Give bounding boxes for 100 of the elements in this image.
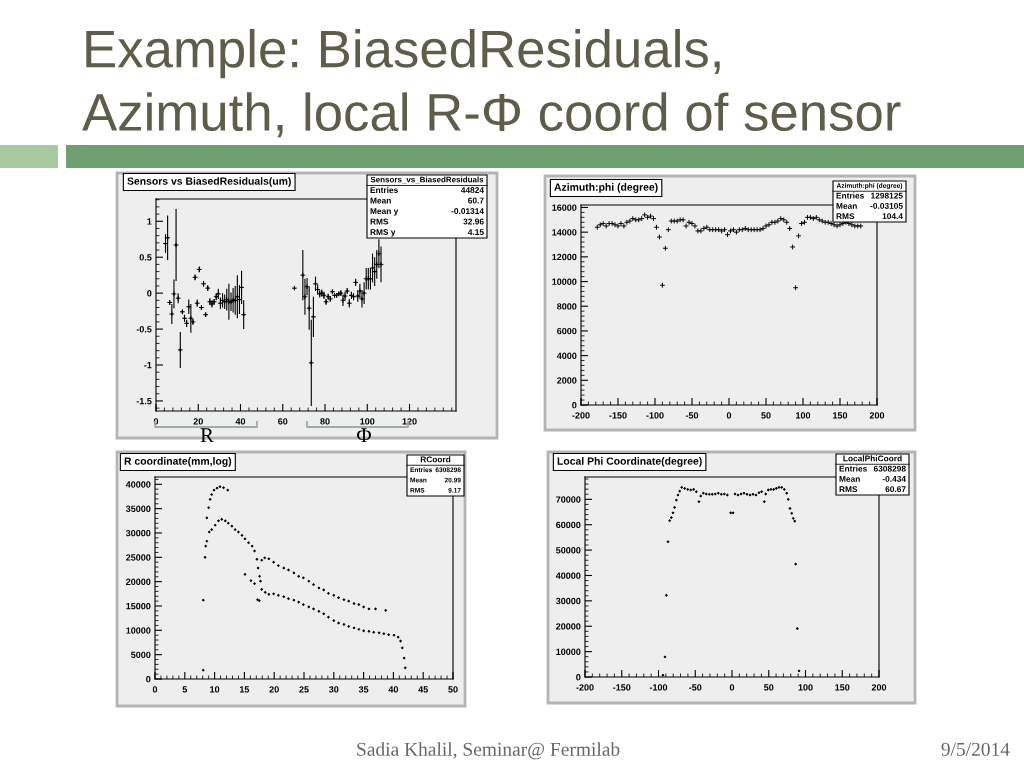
x-tick-label: 50 xyxy=(448,686,458,693)
y-tick-label: 25000 xyxy=(126,554,151,561)
x-tick-label: 120 xyxy=(402,418,417,425)
x-tick-label: 60 xyxy=(278,418,288,425)
x-tick-label: 15 xyxy=(239,686,250,693)
text: LocalPhiCoord xyxy=(843,455,902,462)
y-tick-label: 40000 xyxy=(555,572,581,579)
annotation: RMS xyxy=(839,486,858,493)
x-tick-label: 100 xyxy=(796,412,811,419)
x-tick-label: -200 xyxy=(576,684,594,691)
text: 60.67 xyxy=(885,486,906,493)
x-tick-label: 50 xyxy=(764,684,774,691)
x-tick-label: 80 xyxy=(320,418,330,425)
chart-title: R coordinate(mm,log) xyxy=(124,457,232,467)
y-tick-label: 4000 xyxy=(556,352,577,359)
y-tick-label: 1 xyxy=(147,218,152,225)
text: 4.15 xyxy=(467,229,484,235)
annotation: Mean xyxy=(839,476,860,482)
text: 60.7 xyxy=(468,197,484,204)
text: Φ xyxy=(357,428,371,443)
chart-title: Local Phi Coordinate(degree) xyxy=(557,457,702,467)
y-tick-label: 14000 xyxy=(552,229,577,236)
text: Sadia Khalil, Seminar@ Fermilab xyxy=(357,742,620,760)
x-tick-label: 0 xyxy=(152,686,158,693)
annotation: Mean y xyxy=(370,208,399,216)
x-tick-label: 25 xyxy=(299,686,309,693)
y-tick-label: 70000 xyxy=(556,496,581,503)
annotation: Mean xyxy=(836,203,857,209)
y-tick-label: 40000 xyxy=(125,481,151,488)
y-tick-label: 15000 xyxy=(126,602,151,610)
x-tick-label: -150 xyxy=(609,412,627,419)
y-tick-label: 16000 xyxy=(552,204,577,211)
y-tick-label: 8000 xyxy=(557,303,577,310)
y-tick-label: 10000 xyxy=(552,278,577,285)
x-tick-label: 45 xyxy=(418,686,428,693)
x-tick-label: 200 xyxy=(871,684,887,691)
x-tick-label: 0 xyxy=(729,684,735,691)
x-tick-label: 150 xyxy=(835,684,850,691)
chart-title: Sensors vs BiasedResiduals(um) xyxy=(127,177,291,187)
annotation: RMS y xyxy=(370,229,396,237)
text: 44824 xyxy=(460,187,484,193)
text: Entries xyxy=(370,186,398,193)
y-tick-label: 0 xyxy=(576,673,581,681)
y-tick-label: 30000 xyxy=(555,597,581,605)
y-tick-label: 0 xyxy=(572,401,577,409)
x-tick-label: 40 xyxy=(235,418,246,425)
y-tick-label: 35000 xyxy=(125,505,151,513)
x-tick-label: 5 xyxy=(182,686,188,693)
annotation: RMS xyxy=(836,213,855,220)
y-tick-label: 30000 xyxy=(125,529,151,537)
x-tick-label: 40 xyxy=(388,686,399,693)
x-tick-label: 35 xyxy=(358,686,369,693)
text: 6308298 xyxy=(873,465,906,472)
y-tick-label: 0 xyxy=(146,675,151,683)
text: 9/5/2014 xyxy=(941,742,1010,756)
x-tick-label: 150 xyxy=(833,412,848,419)
text: R xyxy=(200,428,214,443)
x-tick-label: 0 xyxy=(726,412,732,419)
y-tick-label: 6000 xyxy=(557,327,577,335)
x-tick-label: 20 xyxy=(193,418,203,425)
y-tick-label: 10000 xyxy=(556,648,581,655)
y-tick-label: 20000 xyxy=(556,623,581,630)
x-tick-label: 100 xyxy=(360,418,375,425)
y-tick-label: 60000 xyxy=(556,521,581,529)
text: 104.4 xyxy=(882,213,903,220)
y-tick-label: 20000 xyxy=(126,578,151,586)
text: Example: BiasedResiduals, Azimuth, local R-Φ coord of sensor xyxy=(82,29,901,138)
annotation: RMS xyxy=(370,218,389,225)
chart-title: Azimuth:phi (degree) xyxy=(554,183,658,193)
x-tick-label: 0 xyxy=(153,418,159,425)
x-tick-label: 200 xyxy=(869,412,885,419)
text: RCoord xyxy=(420,456,451,463)
x-tick-label: -50 xyxy=(685,412,699,419)
y-tick-label: 5000 xyxy=(131,651,151,659)
annotation: Mean xyxy=(370,197,391,204)
x-tick-label: -100 xyxy=(649,684,668,691)
x-tick-label: 50 xyxy=(761,412,771,419)
y-tick-label: 12000 xyxy=(552,253,577,261)
y-tick-label: -0.5 xyxy=(136,326,152,333)
y-tick-label: -1.5 xyxy=(136,398,152,405)
y-tick-label: 0.5 xyxy=(139,254,152,261)
annotation: -0.01314 xyxy=(451,208,484,214)
y-tick-label: 50000 xyxy=(556,547,581,554)
x-tick-label: 100 xyxy=(798,684,813,691)
x-tick-label: 30 xyxy=(328,686,339,693)
y-tick-label: 10000 xyxy=(126,627,151,634)
y-tick-label: -1 xyxy=(144,362,152,369)
text: -0.434 xyxy=(882,475,906,482)
annotation: -0.03105 xyxy=(870,202,903,209)
y-tick-label: 0 xyxy=(147,290,152,297)
x-tick-label: 20 xyxy=(269,686,279,693)
text: Entries xyxy=(839,465,867,472)
x-tick-label: -200 xyxy=(572,412,590,419)
x-tick-label: -50 xyxy=(689,684,702,691)
x-tick-label: -150 xyxy=(613,684,631,691)
text: 1298125 xyxy=(871,192,903,199)
x-tick-label: 10 xyxy=(210,686,220,693)
text: Entries xyxy=(836,192,864,199)
x-tick-label: -100 xyxy=(646,412,664,419)
text: 32.96 xyxy=(463,218,484,225)
